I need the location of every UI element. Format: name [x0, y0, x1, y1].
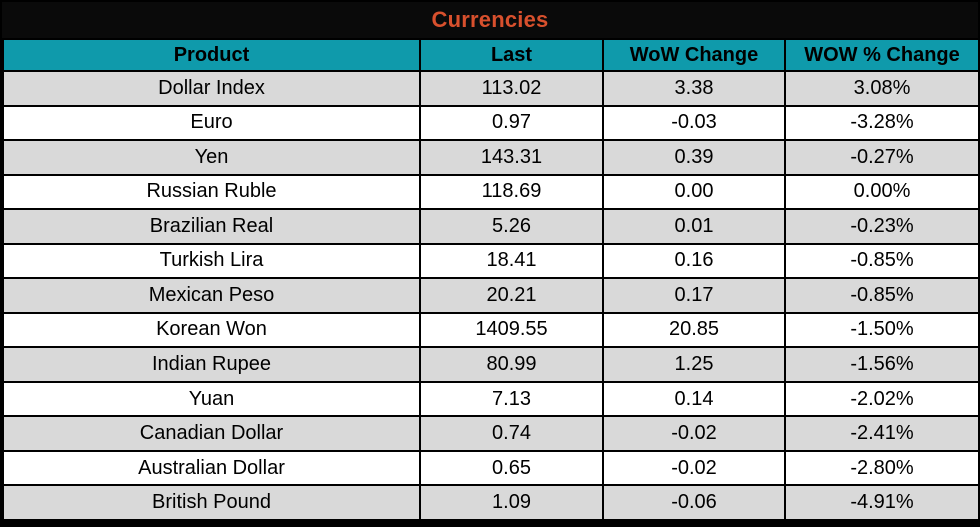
product-cell[interactable]: Yuan: [2, 380, 421, 418]
wow-pct-change-cell[interactable]: -1.56%: [784, 346, 980, 383]
header-row: Product Last WoW Change WOW % Change: [2, 38, 980, 72]
wow-change-cell[interactable]: 0.16: [602, 242, 786, 280]
wow-pct-change-cell[interactable]: 3.08%: [784, 70, 980, 107]
wow-pct-change-cell[interactable]: -3.28%: [784, 104, 980, 142]
last-cell[interactable]: 143.31: [419, 139, 604, 176]
product-cell[interactable]: Dollar Index: [2, 70, 421, 107]
last-cell[interactable]: 0.97: [419, 104, 604, 142]
table-title: Currencies: [2, 2, 978, 38]
wow-change-cell[interactable]: 0.14: [602, 380, 786, 418]
product-cell[interactable]: Turkish Lira: [2, 242, 421, 280]
wow-change-cell[interactable]: 3.38: [602, 70, 786, 107]
currencies-table: Product Last WoW Change WOW % Change Dol…: [2, 38, 980, 521]
product-cell[interactable]: Euro: [2, 104, 421, 142]
table-row: Canadian Dollar 0.74 -0.02 -2.41%: [2, 415, 980, 452]
table-row: Euro 0.97 -0.03 -3.28%: [2, 104, 980, 142]
last-cell[interactable]: 5.26: [419, 208, 604, 245]
last-cell[interactable]: 18.41: [419, 242, 604, 280]
table-row: Brazilian Real 5.26 0.01 -0.23%: [2, 208, 980, 245]
wow-change-cell[interactable]: -0.06: [602, 484, 786, 521]
wow-pct-change-cell[interactable]: 0.00%: [784, 173, 980, 211]
last-cell[interactable]: 0.65: [419, 449, 604, 487]
product-cell[interactable]: Korean Won: [2, 311, 421, 349]
wow-change-cell[interactable]: -0.02: [602, 449, 786, 487]
product-cell[interactable]: Brazilian Real: [2, 208, 421, 245]
wow-pct-change-cell[interactable]: -0.23%: [784, 208, 980, 245]
product-cell[interactable]: Canadian Dollar: [2, 415, 421, 452]
wow-change-cell[interactable]: 20.85: [602, 311, 786, 349]
last-cell[interactable]: 20.21: [419, 277, 604, 314]
table-row: Dollar Index 113.02 3.38 3.08%: [2, 70, 980, 107]
product-cell[interactable]: Indian Rupee: [2, 346, 421, 383]
wow-change-cell[interactable]: -0.02: [602, 415, 786, 452]
wow-pct-change-cell[interactable]: -0.27%: [784, 139, 980, 176]
wow-change-cell[interactable]: 0.17: [602, 277, 786, 314]
table-row: Australian Dollar 0.65 -0.02 -2.80%: [2, 449, 980, 487]
table-row: Yen 143.31 0.39 -0.27%: [2, 139, 980, 176]
table-body: Dollar Index 113.02 3.38 3.08% Euro 0.97 -0.03…: [2, 70, 980, 521]
wow-pct-change-cell[interactable]: -4.91%: [784, 484, 980, 521]
last-cell[interactable]: 80.99: [419, 346, 604, 383]
wow-change-cell[interactable]: 0.01: [602, 208, 786, 245]
header-cell-last[interactable]: Last: [419, 38, 604, 72]
table-row: Yuan 7.13 0.14 -2.02%: [2, 380, 980, 418]
wow-change-cell[interactable]: -0.03: [602, 104, 786, 142]
last-cell[interactable]: 1.09: [419, 484, 604, 521]
last-cell[interactable]: 1409.55: [419, 311, 604, 349]
wow-pct-change-cell[interactable]: -1.50%: [784, 311, 980, 349]
table-row: Russian Ruble 118.69 0.00 0.00%: [2, 173, 980, 211]
wow-pct-change-cell[interactable]: -0.85%: [784, 277, 980, 314]
header-cell-wow-change[interactable]: WoW Change: [602, 38, 786, 72]
header-cell-wow-pct-change[interactable]: WOW % Change: [784, 38, 980, 72]
wow-change-cell[interactable]: 0.39: [602, 139, 786, 176]
last-cell[interactable]: 113.02: [419, 70, 604, 107]
table-row: Indian Rupee 80.99 1.25 -1.56%: [2, 346, 980, 383]
table-row: Korean Won 1409.55 20.85 -1.50%: [2, 311, 980, 349]
product-cell[interactable]: Mexican Peso: [2, 277, 421, 314]
product-cell[interactable]: British Pound: [2, 484, 421, 521]
table-row: British Pound 1.09 -0.06 -4.91%: [2, 484, 980, 521]
last-cell[interactable]: 118.69: [419, 173, 604, 211]
wow-pct-change-cell[interactable]: -2.41%: [784, 415, 980, 452]
table-row: Turkish Lira 18.41 0.16 -0.85%: [2, 242, 980, 280]
wow-change-cell[interactable]: 0.00: [602, 173, 786, 211]
last-cell[interactable]: 7.13: [419, 380, 604, 418]
product-cell[interactable]: Australian Dollar: [2, 449, 421, 487]
wow-pct-change-cell[interactable]: -2.80%: [784, 449, 980, 487]
product-cell[interactable]: Russian Ruble: [2, 173, 421, 211]
table-header: Product Last WoW Change WOW % Change: [2, 38, 980, 72]
table-row: Mexican Peso 20.21 0.17 -0.85%: [2, 277, 980, 314]
header-cell-product[interactable]: Product: [2, 38, 421, 72]
wow-change-cell[interactable]: 1.25: [602, 346, 786, 383]
wow-pct-change-cell[interactable]: -2.02%: [784, 380, 980, 418]
wow-pct-change-cell[interactable]: -0.85%: [784, 242, 980, 280]
last-cell[interactable]: 0.74: [419, 415, 604, 452]
product-cell[interactable]: Yen: [2, 139, 421, 176]
